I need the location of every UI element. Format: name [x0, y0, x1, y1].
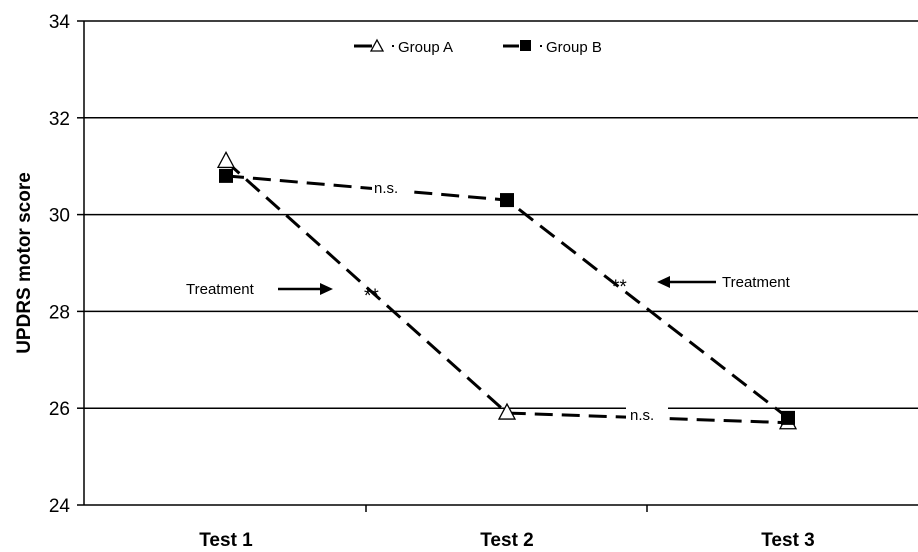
ns-bottom-label: n.s. — [630, 407, 654, 424]
significance-left: ** — [364, 286, 379, 307]
data-point-group-b — [500, 193, 514, 208]
annotations: n.s. n.s. ** ** Treatment Treatment — [186, 177, 791, 424]
y-tick-label: 34 — [49, 12, 71, 33]
y-tick-label: 24 — [49, 496, 71, 517]
series-line-group-b — [225, 174, 789, 420]
legend-label-group-a: Group A — [398, 39, 453, 56]
ns-top-background — [372, 177, 412, 197]
arrow-right-icon — [320, 283, 333, 295]
treatment-right-label: Treatment — [722, 274, 791, 291]
y-axis-label: UPDRS motor score — [14, 172, 35, 354]
y-tick-label: 32 — [49, 109, 70, 130]
legend-label-group-b: Group B — [546, 39, 602, 56]
data-point-group-b — [219, 168, 233, 183]
data-point-group-a — [216, 150, 236, 169]
significance-right: ** — [612, 277, 627, 298]
gridlines — [84, 20, 918, 409]
x-category-label: Test 2 — [480, 530, 534, 551]
data-point-group-a — [497, 402, 517, 420]
x-axis-ticks — [365, 505, 648, 512]
series-group — [216, 150, 798, 430]
ns-top-label: n.s. — [374, 180, 398, 197]
legend-triangle-icon — [369, 38, 385, 52]
y-tick-label: 30 — [49, 206, 70, 227]
legend-item-group-b: Group B — [503, 39, 602, 56]
series-line-group-a — [224, 160, 789, 425]
x-category-label: Test 3 — [761, 530, 815, 551]
legend-dot — [540, 45, 542, 47]
arrow-left-icon — [657, 276, 670, 288]
legend-dot — [392, 45, 394, 47]
legend-square-icon — [520, 40, 531, 51]
y-tick-label: 28 — [49, 302, 70, 323]
y-axis-ticks: 24 26 28 30 32 34 — [49, 12, 84, 517]
x-category-label: Test 1 — [199, 530, 253, 551]
y-tick-label: 26 — [49, 399, 70, 420]
legend-item-group-a: Group A — [354, 38, 453, 56]
treatment-left-label: Treatment — [186, 281, 255, 298]
data-point-group-b — [781, 410, 795, 425]
legend: Group A Group B — [354, 38, 602, 56]
ns-bottom-background — [626, 404, 668, 424]
x-axis-categories: Test 1 Test 2 Test 3 — [199, 530, 815, 551]
